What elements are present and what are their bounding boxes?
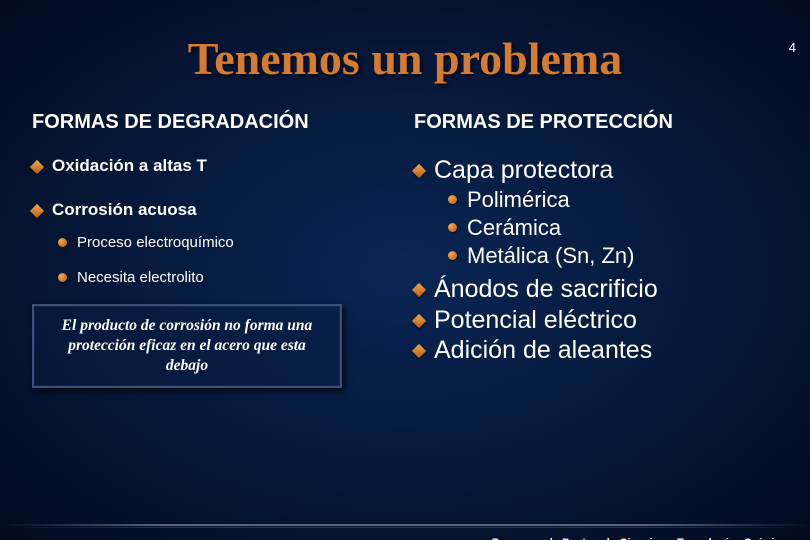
- list-item: Oxidación a altas T: [32, 156, 396, 176]
- diamond-bullet-icon: [412, 344, 426, 358]
- list-item-label: Proceso electroquímico: [77, 234, 234, 251]
- callout-box: El producto de corrosión no forma una pr…: [32, 304, 342, 388]
- sub-list: Proceso electroquímico Necesita electrol…: [58, 234, 396, 286]
- right-list: Capa protectora Polimérica Cerámica Metá…: [414, 156, 778, 365]
- sub-list: Polimérica Cerámica Metálica (Sn, Zn): [448, 187, 778, 269]
- right-heading: FORMAS DE PROTECCIÓN: [414, 111, 778, 134]
- slide-title: Tenemos un problema: [0, 32, 810, 85]
- footer-line1: Programa de Postgrado Ciencias y Tecnolo…: [466, 536, 796, 540]
- list-item-label: Polimérica: [467, 187, 570, 213]
- diamond-bullet-icon: [412, 313, 426, 327]
- diamond-bullet-icon: [30, 160, 44, 174]
- list-item-label: Metálica (Sn, Zn): [467, 243, 635, 269]
- list-item: Metálica (Sn, Zn): [448, 243, 778, 269]
- left-heading: FORMAS DE DEGRADACIÓN: [32, 111, 396, 134]
- list-item: Capa protectora: [414, 156, 778, 185]
- dot-bullet-icon: [58, 273, 67, 282]
- diamond-bullet-icon: [412, 283, 426, 297]
- list-item: Polimérica: [448, 187, 778, 213]
- list-item-label: Necesita electrolito: [77, 269, 204, 286]
- list-item: Corrosión acuosa: [32, 200, 396, 220]
- list-item: Ánodos de sacrificio: [414, 275, 778, 304]
- dot-bullet-icon: [448, 251, 457, 260]
- left-column: FORMAS DE DEGRADACIÓN Oxidación a altas …: [32, 111, 396, 388]
- list-item-label: Adición de aleantes: [434, 336, 652, 365]
- diamond-bullet-icon: [412, 164, 426, 178]
- list-item: Adición de aleantes: [414, 336, 778, 365]
- divider-line: [0, 524, 810, 526]
- list-item-label: Oxidación a altas T: [52, 156, 207, 176]
- diamond-bullet-icon: [30, 204, 44, 218]
- right-column: FORMAS DE PROTECCIÓN Capa protectora Pol…: [414, 111, 778, 388]
- list-item-label: Corrosión acuosa: [52, 200, 197, 220]
- dot-bullet-icon: [58, 238, 67, 247]
- footer: Programa de Postgrado Ciencias y Tecnolo…: [466, 536, 796, 540]
- slide-number: 4: [789, 40, 796, 55]
- callout-text: El producto de corrosión no forma una pr…: [46, 316, 328, 376]
- list-item: Potencial eléctrico: [414, 306, 778, 335]
- list-item-label: Ánodos de sacrificio: [434, 275, 658, 304]
- dot-bullet-icon: [448, 223, 457, 232]
- list-item-label: Capa protectora: [434, 156, 613, 185]
- list-item-label: Cerámica: [467, 215, 561, 241]
- list-item-label: Potencial eléctrico: [434, 306, 637, 335]
- list-item: Necesita electrolito: [58, 269, 396, 286]
- dot-bullet-icon: [448, 195, 457, 204]
- list-item: Cerámica: [448, 215, 778, 241]
- content-columns: FORMAS DE DEGRADACIÓN Oxidación a altas …: [0, 111, 810, 388]
- list-item: Proceso electroquímico: [58, 234, 396, 251]
